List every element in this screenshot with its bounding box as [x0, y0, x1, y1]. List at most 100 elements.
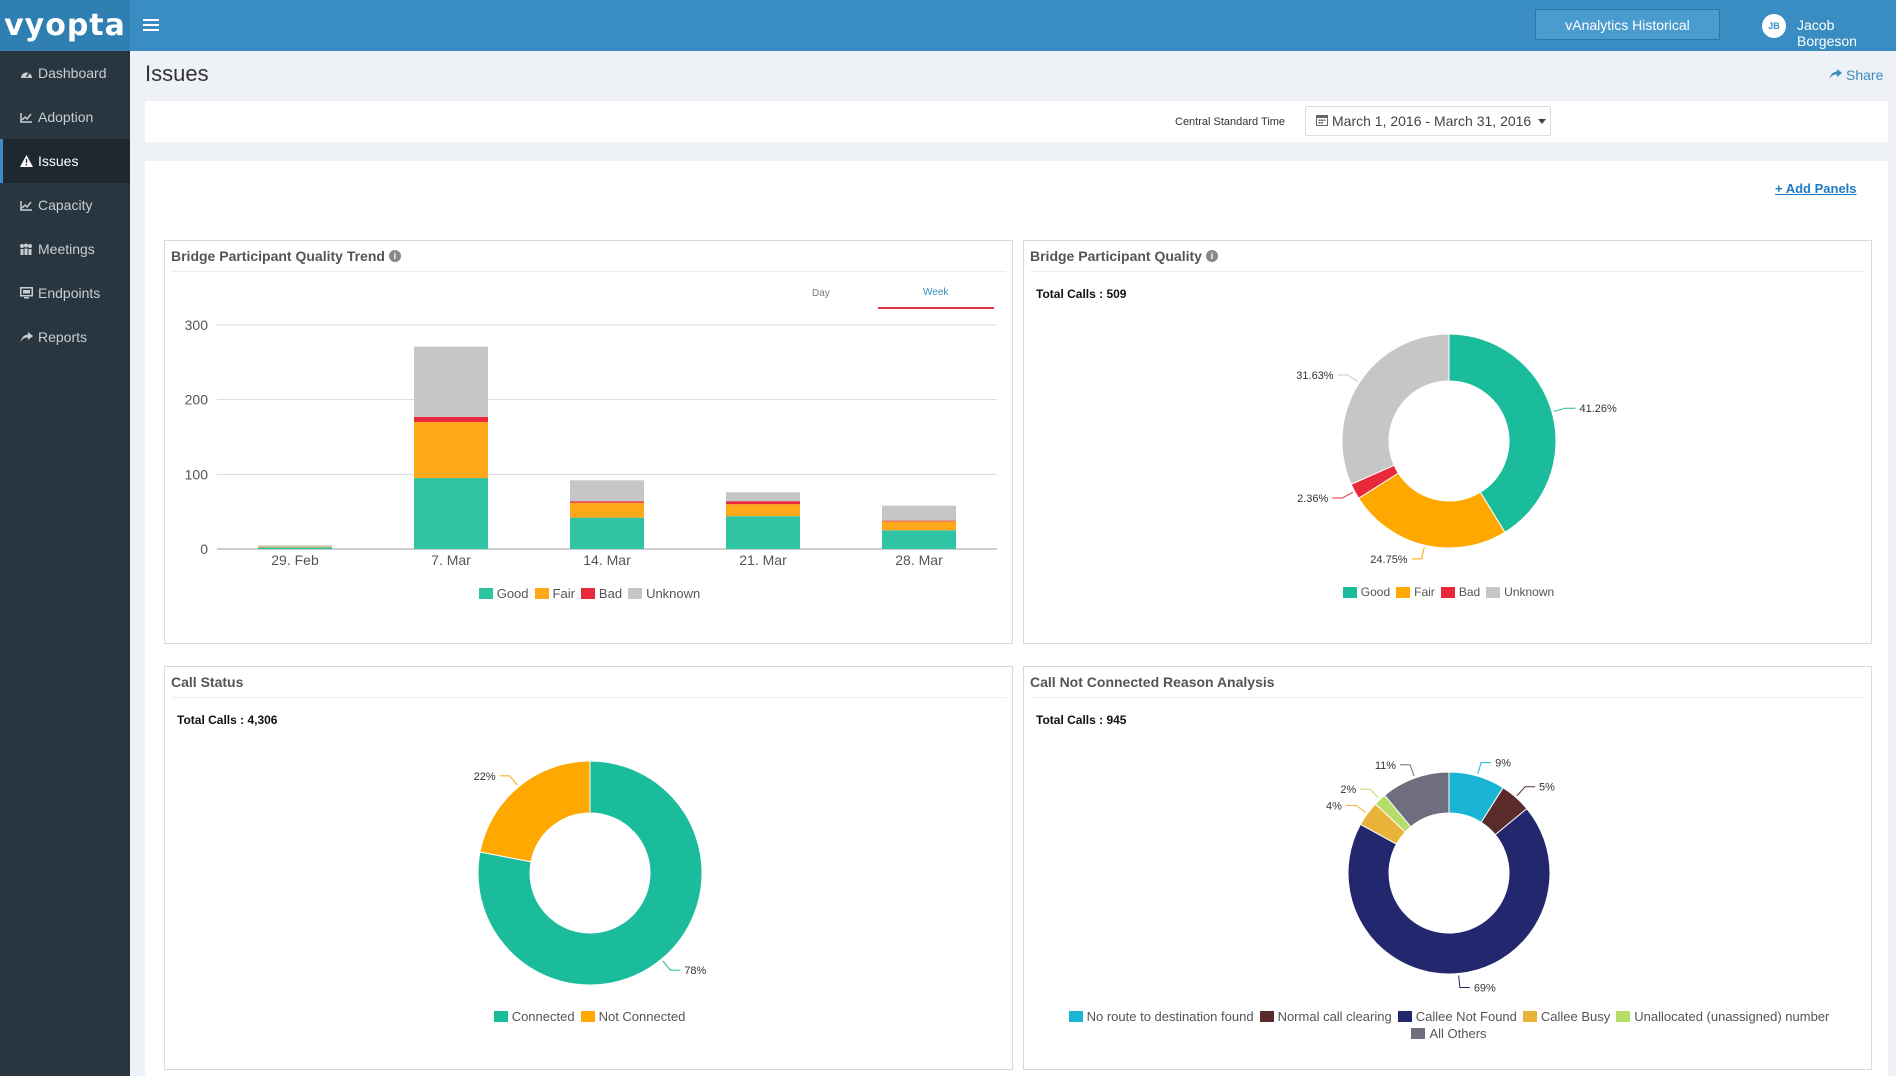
legend-item[interactable]: Fair — [534, 586, 575, 601]
bar-segment[interactable] — [258, 545, 332, 547]
pie-slice[interactable] — [1448, 333, 1557, 533]
y-tick-label: 200 — [185, 392, 209, 408]
legend-label: Good — [1360, 585, 1391, 599]
bar-segment[interactable] — [726, 516, 800, 549]
panel-title: Bridge Participant Quality i — [1030, 248, 1218, 264]
pie-slice[interactable] — [477, 760, 703, 986]
pie-slice[interactable] — [479, 760, 591, 863]
legend-item[interactable]: Good — [478, 586, 529, 601]
panel-title-text: Call Not Connected Reason Analysis — [1030, 674, 1275, 690]
legend-label: Bad — [1458, 585, 1481, 599]
menu-toggle-icon[interactable] — [143, 16, 159, 34]
pie-slice[interactable] — [1341, 333, 1450, 485]
pie-slice[interactable] — [1357, 472, 1506, 549]
divider — [171, 697, 1006, 698]
legend-item[interactable]: Normal call clearing — [1259, 1009, 1392, 1024]
slice-connector — [1553, 407, 1576, 412]
sidebar-item-label: Endpoints — [38, 285, 101, 301]
bar-segment[interactable] — [882, 505, 956, 521]
slice-label: 78% — [684, 965, 706, 977]
share-icon — [18, 330, 34, 344]
legend-item[interactable]: No route to destination found — [1068, 1009, 1254, 1024]
bar-segment[interactable] — [258, 546, 332, 548]
pie-slice[interactable] — [1383, 771, 1450, 828]
user-avatar[interactable]: JB — [1762, 14, 1786, 38]
bar-segment[interactable] — [258, 547, 332, 549]
slice-connector — [1337, 374, 1358, 382]
sidebar-item-adoption[interactable]: Adoption — [0, 95, 130, 139]
top-bar: vyopta vAnalytics Historical JB Jacob Bo… — [0, 0, 1896, 51]
legend-item[interactable]: Callee Not Found — [1397, 1009, 1517, 1024]
legend-item[interactable]: Fair — [1396, 585, 1435, 599]
legend-label: Normal call clearing — [1277, 1009, 1392, 1024]
sidebar-item-meetings[interactable]: Meetings — [0, 227, 130, 271]
legend-swatch — [1397, 1011, 1412, 1022]
line-chart-icon — [18, 110, 34, 124]
bar-segment[interactable] — [726, 501, 800, 505]
bar-segment[interactable] — [882, 520, 956, 522]
sidebar-item-endpoints[interactable]: Endpoints — [0, 271, 130, 315]
bar-segment[interactable] — [726, 492, 800, 502]
bar-segment[interactable] — [414, 416, 488, 423]
slice-label: 2.36% — [1297, 493, 1328, 505]
bar-segment[interactable] — [570, 480, 644, 502]
sidebar-item-reports[interactable]: Reports — [0, 315, 130, 359]
bar-segment[interactable] — [414, 422, 488, 479]
slice-label: 4% — [1326, 800, 1342, 812]
bar-segment[interactable] — [570, 517, 644, 549]
legend-item[interactable]: Bad — [580, 586, 622, 601]
legend-item[interactable]: Not Connected — [580, 1009, 685, 1024]
legend-label: No route to destination found — [1086, 1009, 1254, 1024]
warning-icon — [18, 154, 34, 168]
call-status-donut-chart: 78% 22% — [474, 760, 707, 986]
legend-item[interactable]: Connected — [493, 1009, 575, 1024]
bar-segment[interactable] — [570, 502, 644, 518]
bar-segment[interactable] — [726, 504, 800, 517]
bar-segment[interactable] — [882, 530, 956, 549]
info-icon[interactable]: i — [388, 250, 401, 262]
bar-segment[interactable] — [882, 521, 956, 531]
vanalytics-historical-button[interactable]: vAnalytics Historical — [1535, 9, 1720, 40]
brand-logo[interactable]: vyopta — [0, 0, 130, 51]
legend-label: Good — [496, 586, 529, 601]
legend-swatch — [1616, 1011, 1631, 1022]
calendar-icon — [1316, 113, 1328, 129]
share-label: Share — [1846, 67, 1884, 83]
toggle-day[interactable]: Day — [812, 288, 830, 299]
legend-label: Connected — [511, 1009, 575, 1024]
slice-connector — [1345, 804, 1366, 813]
legend-item[interactable]: All Others — [1411, 1026, 1487, 1041]
legend-swatch — [534, 588, 549, 599]
bar-segment[interactable] — [414, 346, 488, 417]
panel-title: Call Status — [171, 674, 243, 690]
sidebar-item-issues[interactable]: Issues — [0, 139, 130, 183]
slice-label: 24.75% — [1370, 554, 1408, 566]
add-panels-link[interactable]: + Add Panels — [1775, 181, 1857, 196]
slice-label: 11% — [1375, 760, 1396, 772]
legend-item[interactable]: Callee Busy — [1522, 1009, 1610, 1024]
slice-label: 22% — [474, 771, 496, 783]
info-icon[interactable]: i — [1205, 250, 1218, 262]
toggle-week[interactable]: Week — [923, 287, 949, 298]
legend-item[interactable]: Good — [1342, 585, 1391, 599]
chart-legend: Connected Not Connected — [165, 1009, 1014, 1024]
bar-segment[interactable] — [414, 478, 488, 549]
legend-item[interactable]: Unallocated (unassigned) number — [1616, 1009, 1829, 1024]
legend-item[interactable]: Bad — [1440, 585, 1481, 599]
sidebar-item-label: Adoption — [38, 109, 94, 125]
legend-swatch — [1411, 1028, 1426, 1039]
legend-label: Unknown — [646, 586, 701, 601]
date-range-picker[interactable]: March 1, 2016 - March 31, 2016 — [1305, 106, 1551, 136]
share-button[interactable]: Share — [1829, 67, 1883, 83]
bar-segment[interactable] — [570, 501, 644, 503]
legend-item[interactable]: Unknown — [1486, 585, 1554, 599]
legend-item[interactable]: Unknown — [628, 586, 700, 601]
panel-title-text: Call Status — [171, 674, 244, 690]
quality-panel: Bridge Participant Quality i Total Calls… — [1023, 240, 1872, 644]
user-name[interactable]: Jacob Borgeson — [1797, 17, 1857, 49]
sidebar-item-dashboard[interactable]: Dashboard — [0, 51, 130, 95]
divider — [1030, 271, 1865, 272]
sidebar-item-capacity[interactable]: Capacity — [0, 183, 130, 227]
pie-slice[interactable] — [1347, 807, 1551, 975]
legend-swatch — [580, 1011, 595, 1022]
